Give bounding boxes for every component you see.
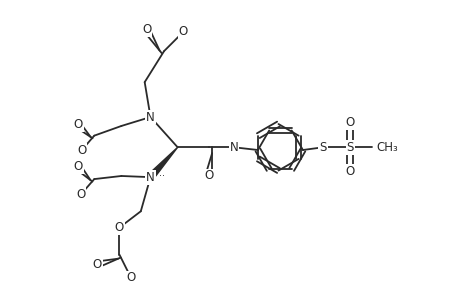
Text: O: O [76, 188, 85, 201]
Text: O: O [126, 272, 135, 284]
Text: O: O [204, 169, 213, 182]
Text: CH₃: CH₃ [375, 141, 397, 154]
Text: O: O [345, 116, 354, 129]
Text: O: O [345, 165, 354, 178]
Text: O: O [142, 23, 151, 36]
Text: N: N [229, 141, 238, 154]
Polygon shape [148, 147, 177, 179]
Text: S: S [346, 141, 353, 154]
Text: O: O [93, 258, 102, 271]
Text: O: O [179, 25, 188, 38]
Text: O: O [77, 143, 86, 157]
Text: O: O [73, 160, 83, 173]
Text: O: O [73, 118, 83, 131]
Text: N: N [146, 171, 155, 184]
Text: ··: ·· [159, 171, 165, 181]
Text: N: N [146, 110, 155, 124]
Text: S: S [319, 141, 326, 154]
Text: O: O [115, 221, 124, 234]
